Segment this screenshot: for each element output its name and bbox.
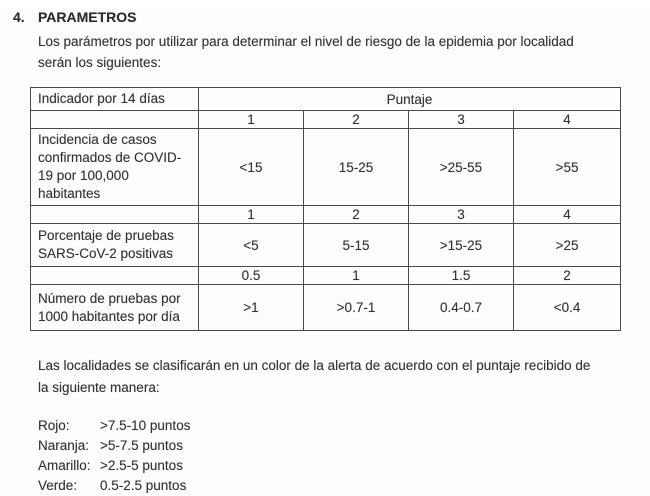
score-cell: 1 <box>198 205 304 224</box>
section-heading: 4. PARAMETROS <box>13 9 650 25</box>
score-cell: 3 <box>408 110 514 129</box>
value-cell: >1 <box>198 284 304 331</box>
alert-color-legend: Rojo: >7.5-10 puntos Naranja: >5-7.5 pun… <box>38 416 650 496</box>
score-cell: 1.5 <box>408 266 514 285</box>
score-cell: 4 <box>512 205 622 224</box>
indicator-cell: Incidencia de casos confirmados de COVID… <box>30 128 199 206</box>
alert-level-naranja: Naranja: >5-7.5 puntos <box>38 436 650 456</box>
indicator-row: Número de pruebas por 1000 habitantes po… <box>30 284 622 331</box>
score-cell: 1 <box>198 110 304 129</box>
value-cell: <5 <box>198 223 304 267</box>
value-cell: >55 <box>512 128 622 206</box>
alert-range: >2.5-5 puntos <box>100 458 183 473</box>
value-cell: >15-25 <box>408 223 514 267</box>
alert-level-verde: Verde: 0.5-2.5 puntos <box>38 476 650 496</box>
score-cell: 0.5 <box>198 266 304 285</box>
alert-level-amarillo: Amarillo: >2.5-5 puntos <box>38 456 650 476</box>
alert-range: >7.5-10 puntos <box>100 418 191 433</box>
indicator-header-cell: Indicador por 14 días <box>30 87 199 111</box>
alert-level-rojo: Rojo: >7.5-10 puntos <box>38 416 650 436</box>
alert-color-label: Naranja: <box>38 438 90 453</box>
classification-paragraph: Las localidades se clasificarán en un co… <box>38 355 650 399</box>
intro-line-2: serán los siguientes: <box>38 55 162 70</box>
score-row: 1 2 3 4 <box>30 110 622 129</box>
score-row: 0.5 1 1.5 2 <box>30 266 622 285</box>
score-cell: 1 <box>303 266 409 285</box>
alert-color-label: Amarillo: <box>38 458 91 473</box>
value-cell: >25-55 <box>408 128 514 206</box>
value-cell: >0.7-1 <box>303 284 409 331</box>
indicator-row: Incidencia de casos confirmados de COVID… <box>30 128 622 206</box>
empty-cell <box>30 205 199 224</box>
indicator-row: Porcentaje de pruebas SARS-CoV-2 positiv… <box>30 223 622 267</box>
score-row: 1 2 3 4 <box>30 205 622 224</box>
classification-line-1: Las localidades se clasificarán en un co… <box>38 358 591 373</box>
empty-cell <box>30 110 199 129</box>
alert-color-label: Verde: <box>38 478 78 493</box>
score-cell: 2 <box>512 266 622 285</box>
indicator-cell: Número de pruebas por 1000 habitantes po… <box>30 284 199 331</box>
score-cell: 2 <box>303 110 409 129</box>
section-title: PARAMETROS <box>38 9 137 25</box>
section-number: 4. <box>13 9 25 25</box>
intro-paragraph: Los parámetros por utilizar para determi… <box>38 31 650 73</box>
document-page: 4. PARAMETROS Los parámetros por utiliza… <box>0 9 650 494</box>
empty-cell <box>30 266 199 285</box>
alert-range: 0.5-2.5 puntos <box>100 478 187 493</box>
intro-line-1: Los parámetros por utilizar para determi… <box>38 34 574 49</box>
parameters-table: Indicador por 14 días Puntaje 1 2 3 4 In… <box>30 87 622 331</box>
table-header-row: Indicador por 14 días Puntaje <box>30 87 622 111</box>
alert-color-label: Rojo: <box>38 418 70 433</box>
value-cell: <0.4 <box>512 284 622 331</box>
score-cell: 2 <box>303 205 409 224</box>
classification-line-2: la siguiente manera: <box>38 380 160 395</box>
score-cell: 4 <box>512 110 622 129</box>
value-cell: <15 <box>198 128 304 206</box>
value-cell: 0.4-0.7 <box>408 284 514 331</box>
score-cell: 3 <box>408 205 514 224</box>
indicator-cell: Porcentaje de pruebas SARS-CoV-2 positiv… <box>30 223 199 267</box>
value-cell: 15-25 <box>303 128 409 206</box>
alert-range: >5-7.5 puntos <box>100 438 183 453</box>
value-cell: >25 <box>512 223 622 267</box>
score-header-cell: Puntaje <box>197 87 622 111</box>
value-cell: 5-15 <box>303 223 409 267</box>
